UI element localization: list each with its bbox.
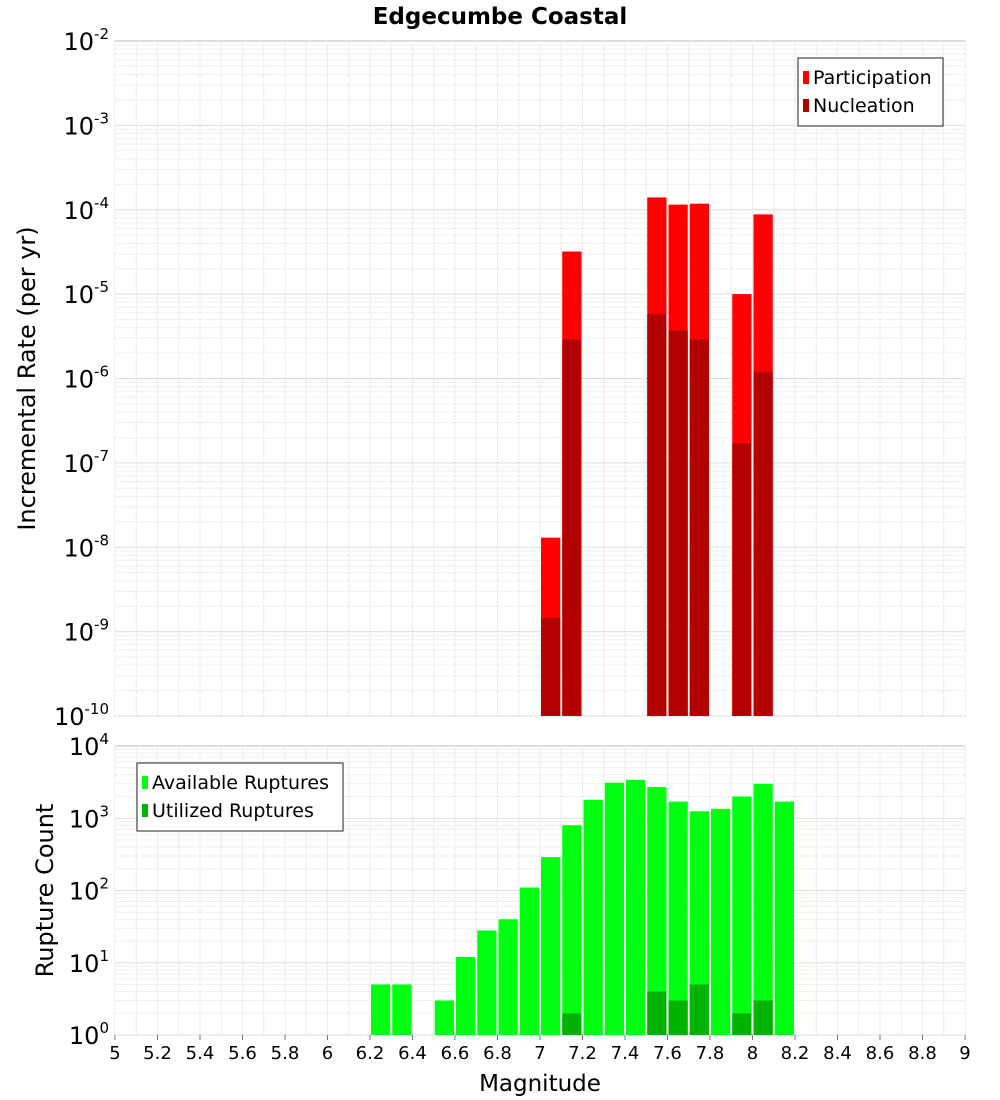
bar-utilized-ruptures	[647, 991, 667, 1035]
x-tick-label: 9	[959, 1043, 970, 1064]
x-tick-label: 7.6	[653, 1043, 682, 1064]
bar-available-ruptures	[711, 808, 731, 1035]
bar-utilized-ruptures	[753, 1000, 773, 1035]
bar-utilized-ruptures	[689, 984, 709, 1035]
bar-available-ruptures	[626, 779, 646, 1035]
y-tick-label: 101	[69, 947, 109, 978]
bar-nucleation	[668, 330, 688, 716]
x-tick-label: 7.2	[568, 1043, 597, 1064]
chart-title: Edgecumbe Coastal	[373, 4, 628, 30]
x-axis-label: Magnitude	[479, 1071, 601, 1097]
legend-swatch	[803, 71, 809, 84]
x-ticks: 5 5.2 5.4 5.6 5.8 6 6.2 6.4 6.6 6.8 7 7.2 7.4 7.6 7.8 8…	[109, 1035, 971, 1064]
x-tick-label: 8	[747, 1043, 758, 1064]
bar-available-ruptures	[753, 783, 773, 1035]
y-tick-label: 10-3	[63, 109, 109, 140]
bar-available-ruptures	[498, 919, 518, 1035]
bottom-y-axis-label: Rupture Count	[31, 804, 59, 978]
x-tick-label: 8.8	[908, 1043, 937, 1064]
bar-available-ruptures	[583, 799, 603, 1035]
x-tick-label: 5.8	[271, 1043, 300, 1064]
y-tick-label: 10-10	[54, 700, 109, 731]
bar-available-ruptures	[392, 984, 412, 1035]
x-tick-label: 6.2	[356, 1043, 385, 1064]
bar-available-ruptures	[668, 801, 688, 1035]
bar-available-ruptures	[477, 930, 497, 1035]
y-tick-label: 100	[69, 1019, 109, 1050]
bar-nucleation	[541, 618, 561, 716]
legend-swatch	[142, 776, 148, 789]
bottom-legend: Available Ruptures Utilized Ruptures	[136, 762, 344, 832]
bar-utilized-ruptures	[732, 1013, 752, 1035]
top-y-ticks: 10-10 10-9 10-8 10-7 10-6 10-5 10-4 10-3 10-2	[54, 25, 109, 731]
bar-available-ruptures	[371, 984, 391, 1035]
bar-nucleation	[562, 339, 582, 716]
legend-entry: Nucleation	[813, 95, 915, 117]
x-tick-label: 5.4	[186, 1043, 215, 1064]
x-tick-label: 6.6	[441, 1043, 470, 1064]
x-tick-label: 8.4	[823, 1043, 852, 1064]
x-tick-label: 5.6	[228, 1043, 257, 1064]
legend-entry: Participation	[813, 67, 932, 89]
top-legend: Participation Nucleation	[797, 57, 944, 127]
x-tick-label: 7.8	[696, 1043, 725, 1064]
y-tick-label: 10-5	[63, 278, 109, 309]
bar-nucleation	[732, 443, 752, 716]
y-tick-label: 10-6	[63, 363, 109, 394]
x-tick-label: 7.4	[611, 1043, 640, 1064]
top-bars	[541, 197, 773, 717]
bar-available-ruptures	[647, 787, 667, 1035]
legend-entry: Available Ruptures	[152, 772, 329, 794]
bottom-bars	[371, 779, 794, 1035]
bar-available-ruptures	[541, 857, 561, 1035]
y-tick-label: 102	[69, 875, 109, 906]
x-tick-label: 7	[534, 1043, 545, 1064]
bottom-plot-area: 100 101 102 103 104 5 5.2 5.4 5.6 5.8 6 6.2 6.4 6.6 6…	[31, 730, 971, 1097]
legend-swatch	[142, 804, 148, 817]
bar-available-ruptures	[456, 957, 476, 1035]
y-tick-label: 104	[69, 730, 109, 761]
bar-available-ruptures	[604, 782, 624, 1035]
top-gridlines	[114, 41, 966, 717]
bar-nucleation	[753, 371, 773, 716]
x-tick-label: 6	[322, 1043, 333, 1064]
y-tick-label: 10-9	[63, 616, 109, 647]
legend-box	[797, 57, 944, 127]
bar-available-ruptures	[562, 825, 582, 1035]
bar-available-ruptures	[519, 887, 539, 1035]
top-plot-area: 10-10 10-9 10-8 10-7 10-6 10-5 10-4 10-3 10-2 In…	[13, 25, 966, 731]
y-tick-label: 10-7	[63, 447, 109, 478]
y-tick-label: 10-4	[63, 194, 109, 225]
bottom-y-ticks: 100 101 102 103 104	[69, 730, 109, 1050]
bar-utilized-ruptures	[562, 1013, 582, 1035]
y-tick-label: 10-8	[63, 531, 109, 562]
top-y-axis-label: Incremental Rate (per yr)	[13, 226, 41, 530]
x-tick-label: 6.8	[483, 1043, 512, 1064]
y-tick-label: 103	[69, 802, 109, 833]
x-tick-label: 8.2	[781, 1043, 810, 1064]
y-tick-label: 10-2	[63, 25, 109, 56]
x-tick-label: 5	[109, 1043, 120, 1064]
bar-utilized-ruptures	[668, 1000, 688, 1035]
bar-available-ruptures	[732, 796, 752, 1035]
x-tick-label: 6.4	[398, 1043, 427, 1064]
bar-nucleation	[647, 314, 667, 716]
bar-available-ruptures	[689, 811, 709, 1035]
bar-available-ruptures	[774, 801, 794, 1035]
legend-box	[136, 762, 344, 832]
legend-swatch	[803, 99, 809, 112]
bar-available-ruptures	[434, 1000, 454, 1035]
x-tick-label: 8.6	[866, 1043, 895, 1064]
x-tick-label: 5.2	[143, 1043, 172, 1064]
bar-nucleation	[689, 339, 709, 716]
legend-entry: Utilized Ruptures	[152, 800, 314, 822]
